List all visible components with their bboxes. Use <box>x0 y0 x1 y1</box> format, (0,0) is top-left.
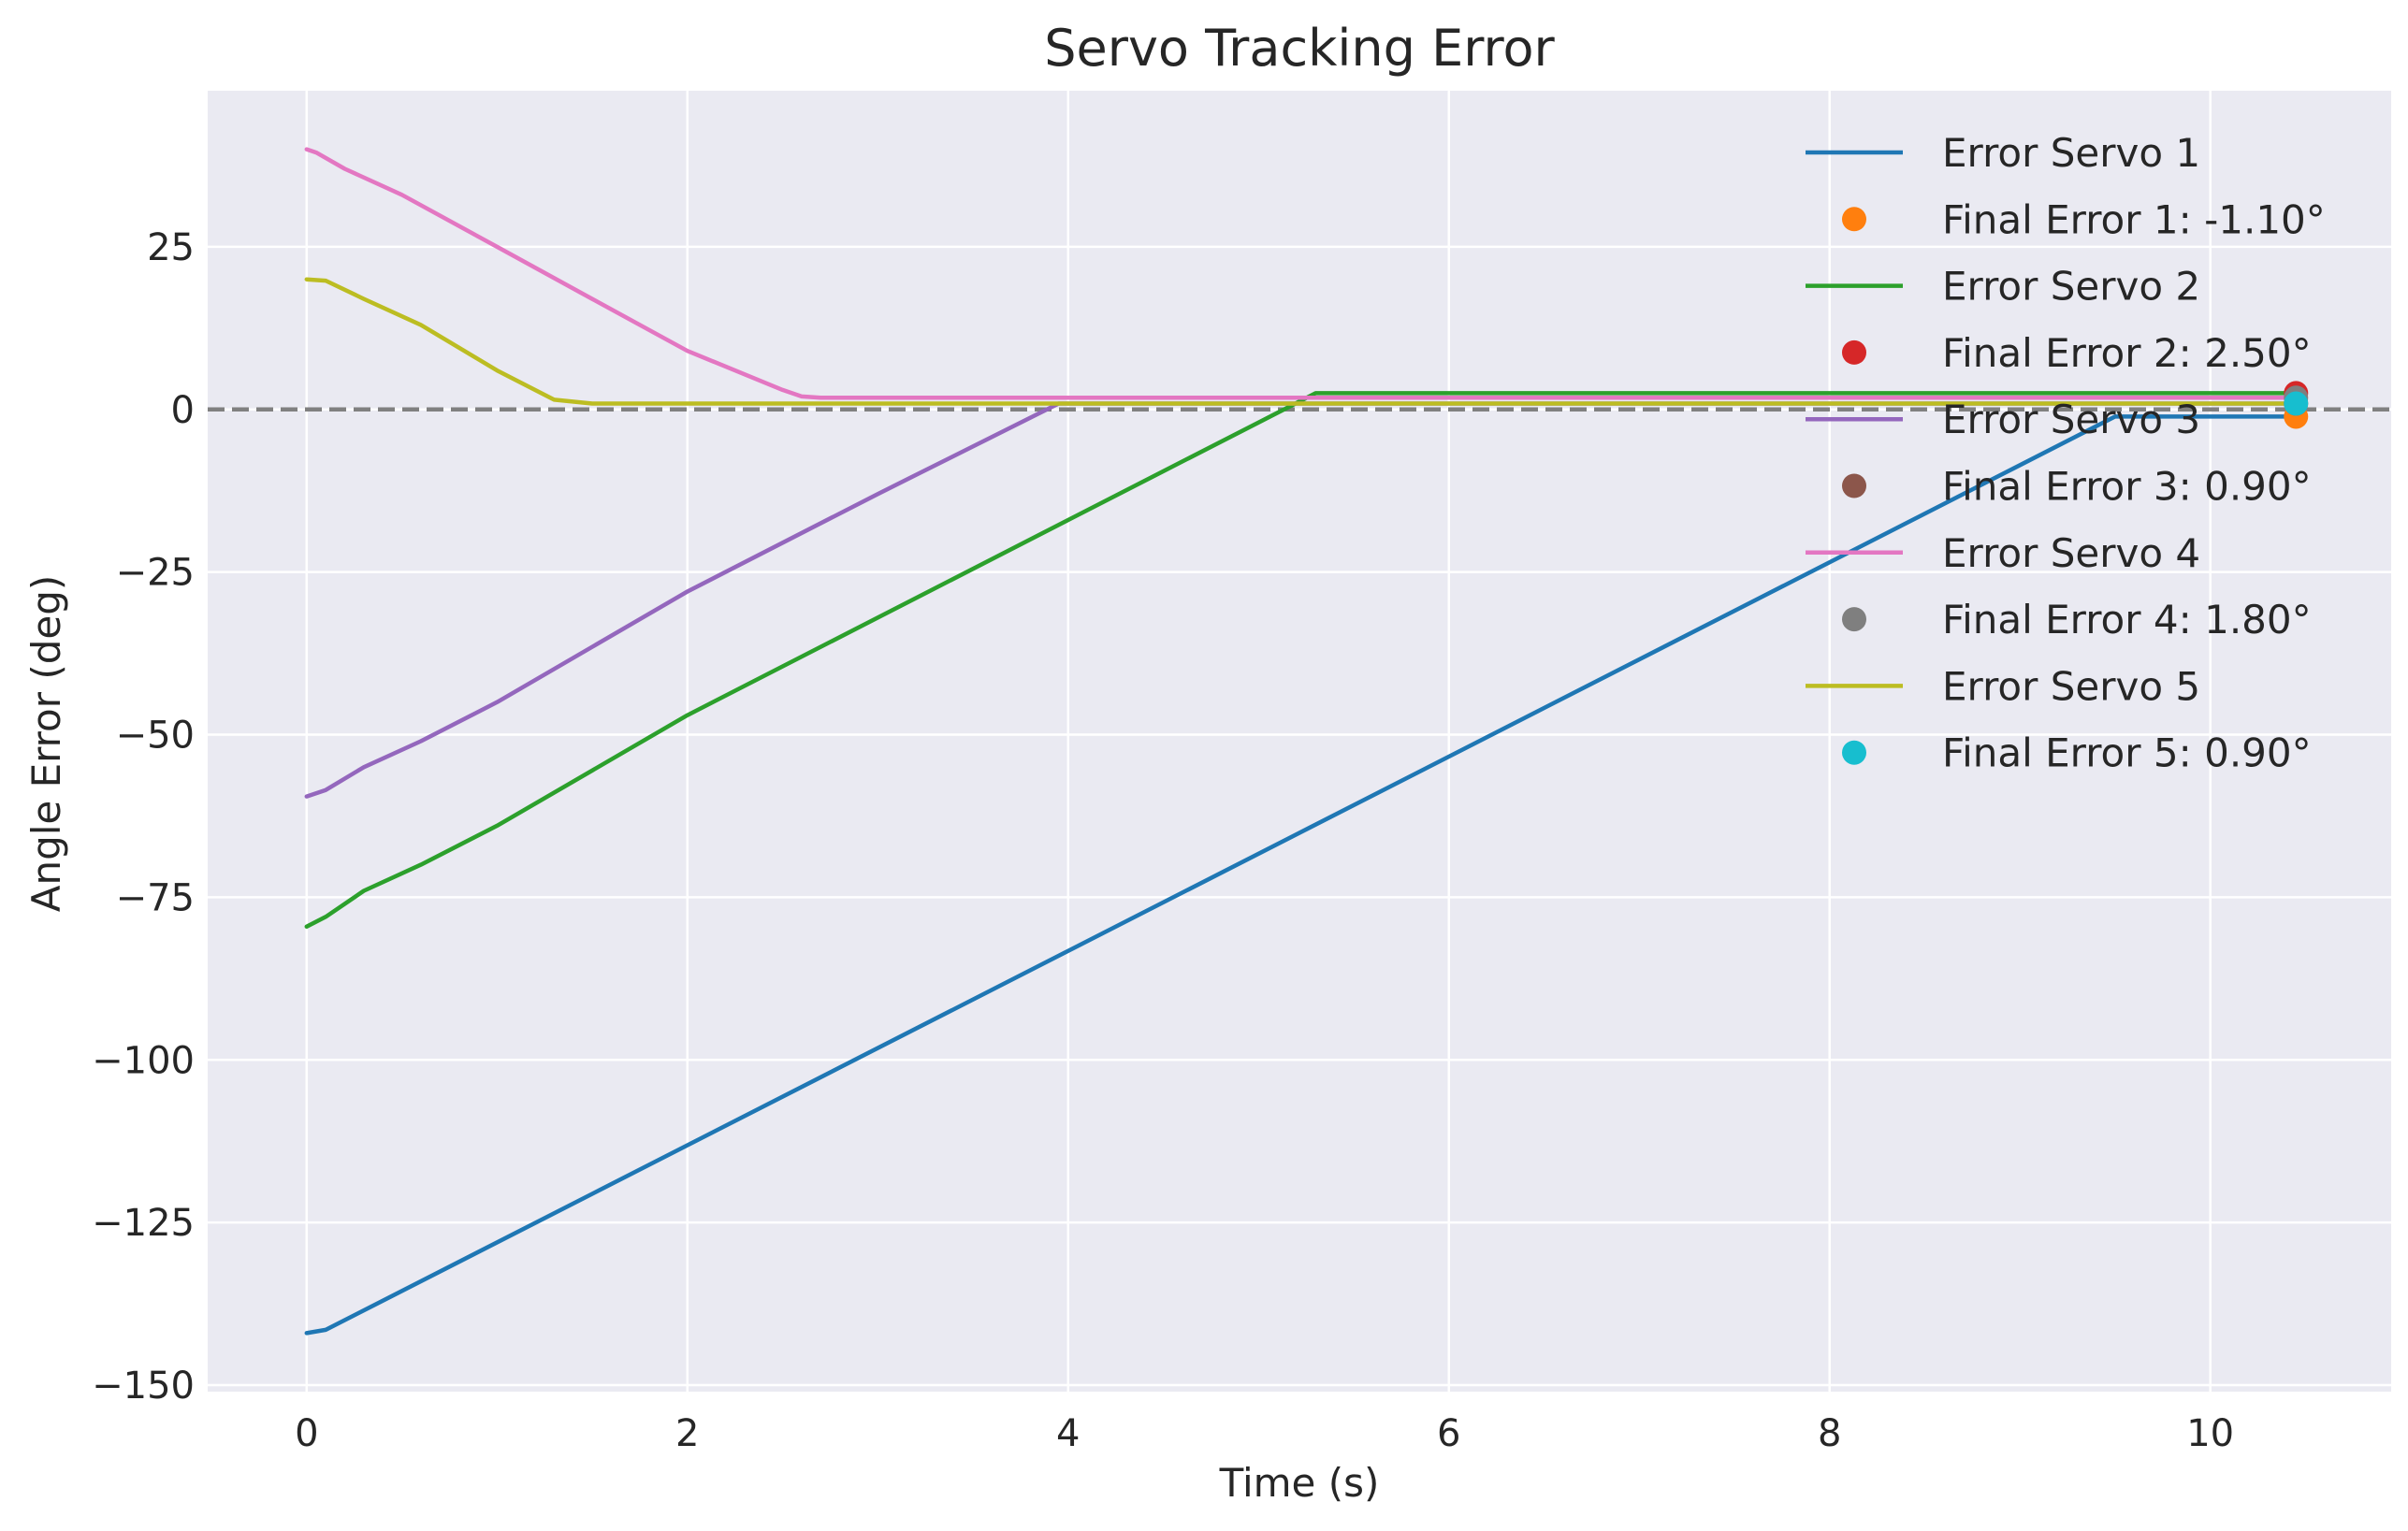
x-axis-label: Time (s) <box>1219 1460 1380 1506</box>
series-line-5 <box>304 401 2299 799</box>
legend-label-7: Error Servo 4 <box>1942 530 2200 576</box>
chart-title: Servo Tracking Error <box>1044 19 1555 78</box>
legend: Error Servo 1 Final Error 1: -1.10° Error … <box>1806 130 2326 776</box>
final-error-marker-10 <box>2284 391 2309 416</box>
series-line-1 <box>304 414 2299 1336</box>
series-line-3 <box>304 391 2299 929</box>
y-tick-labels: −150 −125 −100 −75 −50 −25 0 25 <box>92 226 195 1408</box>
plot-background <box>208 91 2391 1392</box>
legend-label-3: Error Servo 2 <box>1942 264 2200 310</box>
y-axis-label: Angle Error (deg) <box>23 575 69 913</box>
x-tick-label-4: 8 <box>1818 1412 1841 1455</box>
grid <box>208 91 2391 1392</box>
series-line-7 <box>304 147 2299 400</box>
x-tick-label-5: 10 <box>2186 1412 2234 1455</box>
y-tick-label-3: −75 <box>116 876 195 919</box>
legend-marker-2 <box>1842 207 1866 232</box>
y-tick-label-4: −50 <box>116 715 195 758</box>
legend-marker-10 <box>1842 740 1866 765</box>
x-tick-label-3: 6 <box>1437 1412 1460 1455</box>
y-tick-label-2: −100 <box>92 1039 195 1082</box>
legend-label-4: Final Error 2: 2.50° <box>1942 330 2312 376</box>
legend-label-10: Final Error 5: 0.90° <box>1942 730 2312 776</box>
series-group <box>304 147 2299 1336</box>
y-tick-label-7: 25 <box>147 226 195 269</box>
legend-marker-4 <box>1842 339 1866 365</box>
y-tick-label-6: 0 <box>171 389 195 432</box>
legend-marker-8 <box>1842 607 1866 632</box>
legend-marker-6 <box>1842 473 1866 498</box>
legend-label-2: Final Error 1: -1.10° <box>1942 196 2326 242</box>
y-tick-label-1: −125 <box>92 1202 195 1245</box>
x-tick-labels: 0 2 4 6 8 10 <box>295 1412 2234 1455</box>
x-tick-label-2: 4 <box>1056 1412 1080 1455</box>
legend-label-8: Final Error 4: 1.80° <box>1942 597 2312 643</box>
series-line-9 <box>304 277 2299 406</box>
legend-label-6: Final Error 3: 0.90° <box>1942 464 2312 510</box>
x-tick-label-0: 0 <box>295 1412 318 1455</box>
legend-label-1: Error Servo 1 <box>1942 130 2200 176</box>
x-tick-label-1: 2 <box>675 1412 699 1455</box>
y-tick-label-0: −150 <box>92 1365 195 1408</box>
legend-label-9: Error Servo 5 <box>1942 663 2200 709</box>
y-tick-label-5: −25 <box>116 552 195 595</box>
final-markers-group <box>2284 381 2309 429</box>
legend-label-5: Error Servo 3 <box>1942 397 2200 442</box>
